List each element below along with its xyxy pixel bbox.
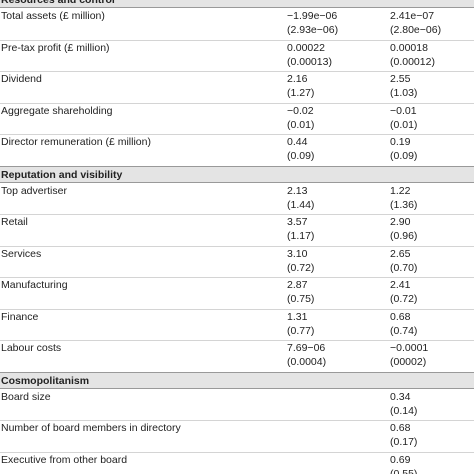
standard-error: (0.00012) — [390, 55, 435, 68]
row-label: Manufacturing — [1, 279, 68, 291]
estimate: 0.34 — [390, 390, 411, 403]
row-separator — [0, 308, 474, 310]
estimate: 2.41e−07 — [390, 10, 435, 22]
row-separator — [0, 214, 474, 215]
estimate: 2.65 — [390, 247, 411, 260]
row-separator — [0, 451, 474, 453]
row-separator — [0, 340, 474, 341]
row-label: Finance — [1, 310, 39, 323]
row-separator — [0, 39, 474, 41]
row-label: Pre-tax profit (£ million) — [1, 41, 110, 54]
standard-error: (0.72) — [390, 293, 418, 305]
estimate: 3.10 — [287, 247, 308, 260]
standard-error: (0.74) — [390, 324, 418, 337]
standard-error: (00002) — [390, 356, 427, 368]
row-label: Retail — [1, 216, 28, 228]
estimate: 2.41 — [390, 279, 411, 291]
section-header: Cosmopolitanism — [0, 371, 474, 389]
standard-error: (0.00013) — [287, 55, 332, 68]
row-separator — [0, 102, 474, 104]
standard-error: (0.17) — [390, 436, 418, 448]
estimate: −0.02 — [287, 104, 314, 117]
row-label: Services — [1, 247, 42, 260]
standard-error: (1.44) — [287, 198, 315, 211]
row-separator — [0, 277, 474, 278]
standard-error: (1.03) — [390, 87, 418, 99]
row-label: Board size — [1, 390, 51, 403]
estimate: 2.16 — [287, 73, 308, 85]
section-header: Resources and control — [0, 0, 474, 8]
row-separator — [0, 134, 474, 135]
estimate: 1.31 — [287, 310, 308, 323]
standard-error: (0.09) — [390, 150, 418, 162]
standard-error: (0.70) — [390, 261, 418, 274]
row-label: Labour costs — [1, 342, 62, 354]
estimate: 0.68 — [390, 310, 411, 323]
section-title: Reputation and visibility — [1, 168, 123, 181]
estimate: 1.22 — [390, 184, 411, 197]
standard-error: (0.01) — [390, 118, 418, 131]
standard-error: (0.75) — [287, 293, 315, 305]
row-separator — [0, 71, 474, 72]
estimate: 2.87 — [287, 279, 308, 291]
row-label: Executive from other board — [1, 453, 128, 466]
estimate: 2.90 — [390, 216, 411, 228]
row-label: Top advertiser — [1, 184, 67, 197]
row-label: Aggregate shareholding — [1, 104, 113, 117]
section-title: Cosmopolitanism — [1, 374, 90, 387]
standard-error: (0.77) — [287, 324, 315, 337]
estimate: 7.69−06 — [287, 342, 326, 354]
row-label: Number of board members in directory — [1, 422, 181, 434]
estimate: 0.00022 — [287, 41, 325, 54]
estimate: 0.00018 — [390, 41, 428, 54]
estimate: −1.99e−06 — [287, 10, 338, 22]
estimate: 0.19 — [390, 136, 411, 148]
estimate: 0.44 — [287, 136, 308, 148]
standard-error: (1.36) — [390, 198, 418, 211]
standard-error: (0.14) — [390, 404, 418, 417]
row-separator — [0, 420, 474, 421]
standard-error: (0.72) — [287, 261, 315, 274]
section-title: Resources and control — [1, 0, 115, 6]
standard-error: (0.96) — [390, 230, 418, 242]
standard-error: (0.09) — [287, 150, 315, 162]
row-label: Total assets (£ million) — [1, 10, 105, 22]
estimate: 0.68 — [390, 422, 411, 434]
standard-error: (0.01) — [287, 118, 315, 131]
standard-error: (0.55) — [390, 467, 418, 474]
row-label: Director remuneration (£ million) — [1, 136, 151, 148]
section-header: Reputation and visibility — [0, 165, 474, 183]
standard-error: (0.0004) — [287, 356, 327, 368]
estimate: 0.69 — [390, 453, 411, 466]
standard-error: (1.17) — [287, 230, 315, 242]
standard-error: (2.93e−06) — [287, 24, 339, 36]
estimate: 2.13 — [287, 184, 308, 197]
estimate: 3.57 — [287, 216, 308, 228]
estimate: 2.55 — [390, 73, 411, 85]
row-label: Dividend — [1, 73, 42, 85]
estimate: −0.01 — [390, 104, 417, 117]
row-separator — [0, 245, 474, 247]
estimate: −0.0001 — [390, 342, 429, 354]
standard-error: (2.80e−06) — [390, 24, 442, 36]
standard-error: (1.27) — [287, 87, 315, 99]
